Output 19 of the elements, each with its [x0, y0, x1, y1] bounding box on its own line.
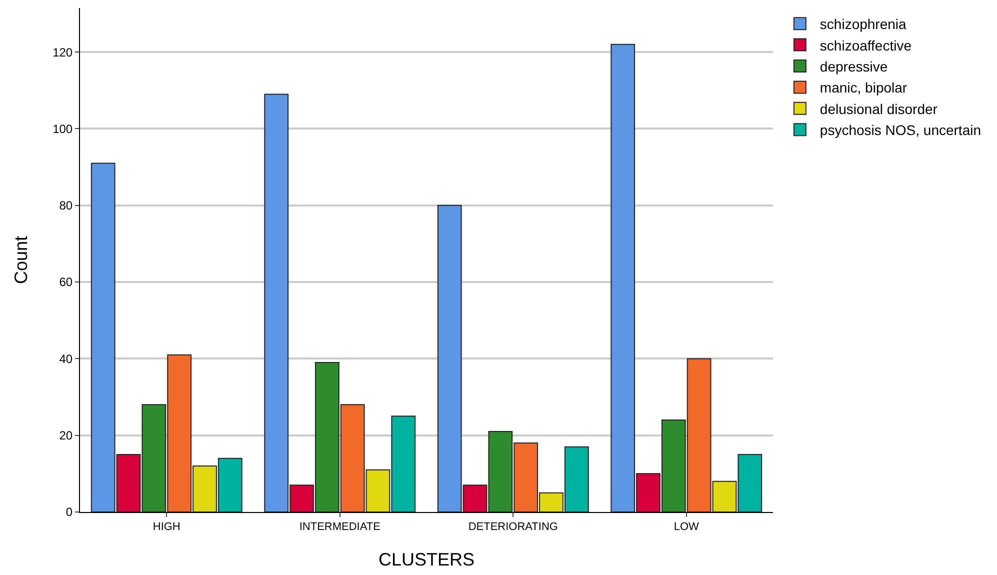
y-tick-label: 20: [59, 428, 73, 443]
legend-label: schizophrenia: [820, 16, 907, 32]
y-tick-label: 100: [52, 122, 73, 136]
x-tick-label: INTERMEDIATE: [299, 521, 380, 534]
x-tick-label: HIGH: [152, 521, 180, 534]
y-tick-label: 120: [52, 45, 73, 60]
x-tick-label: LOW: [674, 521, 700, 534]
x-axis-title: CLUSTERS: [378, 549, 475, 570]
legend-label: psychosis NOS, uncertain: [820, 122, 982, 138]
x-tick-label: DETERIORATING: [468, 521, 558, 534]
y-tick-label: 60: [59, 275, 73, 290]
y-tick-label: 80: [59, 198, 73, 213]
legend-label: delusional disorder: [820, 100, 938, 117]
legend-label: depressive: [820, 58, 888, 74]
legend-label: manic, bipolar: [820, 80, 908, 96]
y-axis-title: Count: [10, 236, 31, 284]
y-tick-label: 40: [59, 352, 73, 366]
y-tick-label: 0: [66, 505, 73, 520]
legend-label: schizoaffective: [820, 37, 912, 54]
